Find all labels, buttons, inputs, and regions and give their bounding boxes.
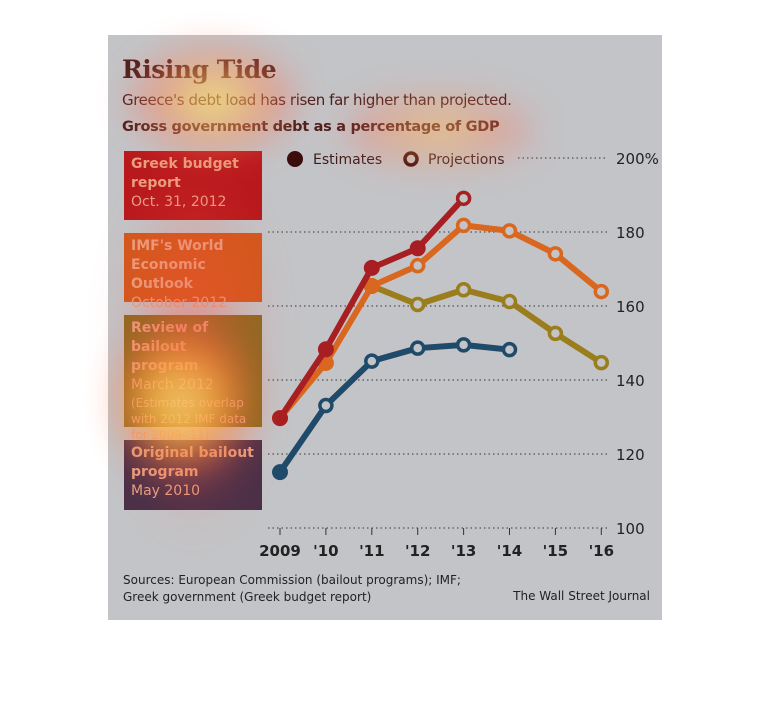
y-tick-label: 140 (616, 372, 645, 390)
sources-line-2: Greek government (Greek budget report) (123, 590, 372, 604)
y-tick-label: 200% (616, 150, 659, 168)
box-title: Greek budget report (131, 156, 239, 191)
legend-projections-marker (403, 151, 419, 167)
data-point-projection (409, 257, 426, 274)
data-point-projection (547, 246, 564, 262)
box-date: May 2010 (131, 483, 201, 499)
data-point-projection (455, 281, 472, 298)
data-point-projection (409, 340, 426, 356)
box-title: IMF's World Economic Outlook (131, 238, 224, 292)
box-date: Oct. 31, 2012 (131, 194, 227, 210)
data-point-estimate (317, 341, 334, 358)
legend-box-imf: IMF's World Economic Outlook October 201… (124, 233, 262, 311)
data-point-projection (501, 223, 518, 239)
data-point-estimate (272, 464, 288, 481)
line-chart: 100 120 140 160 180 200% 2009 '10 '11 '12 '13 '14 '1… (259, 150, 659, 560)
data-point-projection (455, 337, 472, 353)
sources: Sources: European Commission (bailout pr… (123, 572, 461, 606)
data-point-projection (455, 217, 472, 234)
legend-box-greek-budget: Greek budget report Oct. 31, 2012 (124, 151, 262, 220)
legend-estimates-marker (287, 151, 303, 167)
box-date: October 2012 (131, 295, 228, 311)
data-point-projection (455, 190, 472, 207)
legend-estimates-label: Estimates (313, 152, 382, 168)
data-point-estimate (409, 240, 426, 257)
series-greek-budget-report-oct-31-2012 (272, 190, 472, 427)
x-tick-label: '10 (313, 542, 338, 560)
series-imf-s-world-economic-outlook-october-2012 (272, 217, 610, 427)
data-point-projection (547, 325, 564, 342)
y-tick-label: 180 (616, 224, 645, 242)
series-line (370, 283, 603, 366)
data-point-projection (409, 296, 426, 313)
x-tick-label: '12 (405, 542, 430, 560)
x-tick-label: '15 (543, 542, 568, 560)
y-tick-label: 160 (616, 298, 645, 316)
data-point-projection (318, 397, 334, 414)
data-point-projection (501, 293, 518, 310)
x-tick-label: '16 (589, 542, 614, 560)
data-point-estimate (363, 259, 380, 276)
x-tick-label: '13 (451, 542, 476, 560)
data-point-estimate (363, 278, 380, 295)
x-tick-label: '14 (497, 542, 522, 560)
chart-panel: Rising Tide Greece's debt load has risen… (108, 35, 662, 620)
x-tick-label: '11 (359, 542, 384, 560)
credit: The Wall Street Journal (513, 589, 650, 603)
series-review-of-bailout-program-march-2012 (363, 278, 610, 371)
sources-line-1: Sources: European Commission (bailout pr… (123, 573, 461, 587)
data-point-estimate (272, 410, 288, 427)
data-point-projection (593, 283, 610, 300)
series-original-bailout-program-may-2010 (272, 337, 518, 481)
x-tick-label: 2009 (259, 542, 301, 560)
data-point-projection (593, 354, 610, 371)
legend-projections-label: Projections (428, 152, 505, 168)
data-point-projection (364, 353, 380, 369)
data-point-projection (501, 341, 518, 358)
y-tick-label: 120 (616, 446, 645, 464)
y-tick-label: 100 (616, 520, 645, 538)
